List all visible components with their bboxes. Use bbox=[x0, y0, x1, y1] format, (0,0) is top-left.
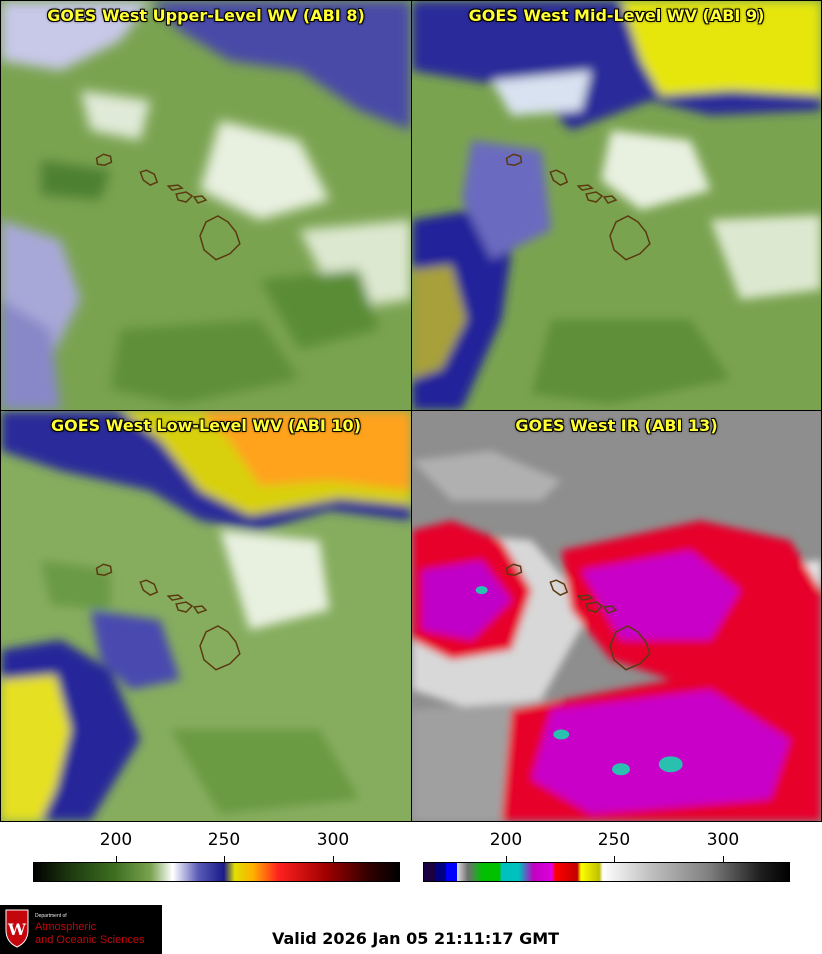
panel-title-upper: GOES West Upper-Level WV (ABI 8) bbox=[47, 6, 365, 25]
low-wv-image bbox=[1, 411, 411, 821]
panel-title-low: GOES West Low-Level WV (ABI 10) bbox=[50, 416, 361, 435]
panel-mid-wv: GOES West Mid-Level WV (ABI 9) bbox=[411, 0, 822, 411]
ir-colorbar-ticks: 200 250 300 bbox=[423, 830, 790, 862]
svg-text:W: W bbox=[7, 920, 27, 939]
ir-tick-label: 300 bbox=[706, 830, 740, 850]
ir-tick-label: 250 bbox=[597, 830, 631, 850]
wv-tick-label: 200 bbox=[99, 830, 133, 850]
panel-low-wv: GOES West Low-Level WV (ABI 10) bbox=[0, 410, 412, 822]
ir-tick-label: 200 bbox=[489, 830, 523, 850]
aos-logo: W Department of Atmospheric and Oceanic … bbox=[0, 905, 162, 954]
wv-tick-label: 250 bbox=[207, 830, 241, 850]
panel-title-ir: GOES West IR (ABI 13) bbox=[515, 416, 718, 435]
logo-dept-text: Department of bbox=[35, 913, 67, 919]
wv-tick-mark bbox=[333, 856, 334, 862]
mid-wv-image bbox=[412, 1, 821, 410]
upper-wv-image bbox=[1, 1, 411, 410]
panel-ir: GOES West IR (ABI 13) bbox=[411, 410, 822, 822]
wv-tick-label: 300 bbox=[316, 830, 350, 850]
ir-tick-mark bbox=[723, 856, 724, 862]
wv-tick-mark bbox=[224, 856, 225, 862]
ir-tick-mark bbox=[614, 856, 615, 862]
ir-colorbar bbox=[423, 862, 790, 882]
ir-tick-mark bbox=[506, 856, 507, 862]
logo-line1: Atmospheric bbox=[35, 921, 97, 933]
panel-upper-wv: GOES West Upper-Level WV (ABI 8) bbox=[0, 0, 412, 411]
panel-title-mid: GOES West Mid-Level WV (ABI 9) bbox=[468, 6, 765, 25]
wv-tick-mark bbox=[116, 856, 117, 862]
uw-shield-icon: W bbox=[5, 909, 29, 948]
ir-image bbox=[412, 411, 821, 821]
logo-line2: and Oceanic Sciences bbox=[35, 934, 145, 946]
wv-colorbar bbox=[33, 862, 400, 882]
valid-time-label: Valid 2026 Jan 05 21:11:17 GMT bbox=[272, 929, 560, 948]
wv-colorbar-ticks: 200 250 300 bbox=[33, 830, 400, 862]
